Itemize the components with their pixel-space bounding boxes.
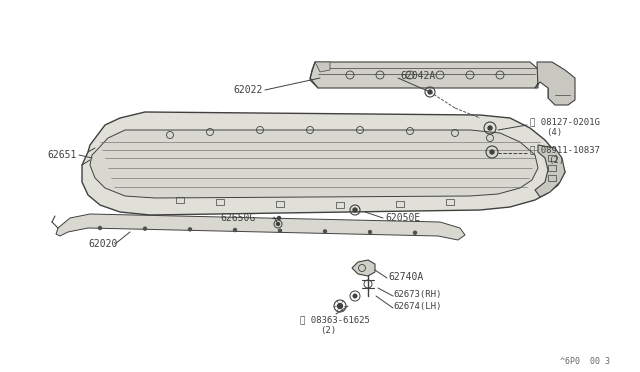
- Text: 62042A: 62042A: [400, 71, 435, 81]
- Polygon shape: [535, 145, 565, 197]
- Polygon shape: [352, 260, 375, 276]
- Text: 62674(LH): 62674(LH): [393, 301, 442, 311]
- Text: Ⓝ 08911-10837: Ⓝ 08911-10837: [530, 145, 600, 154]
- Polygon shape: [310, 62, 545, 88]
- Circle shape: [276, 222, 280, 225]
- Circle shape: [353, 294, 357, 298]
- Circle shape: [189, 228, 191, 231]
- Circle shape: [143, 227, 147, 230]
- Text: 62740A: 62740A: [388, 272, 423, 282]
- Circle shape: [323, 230, 326, 233]
- Circle shape: [369, 231, 371, 234]
- Circle shape: [488, 126, 492, 130]
- Circle shape: [337, 304, 342, 308]
- Polygon shape: [56, 214, 465, 240]
- Circle shape: [413, 231, 417, 234]
- Circle shape: [278, 229, 282, 232]
- Text: Ⓑ 08127-0201G: Ⓑ 08127-0201G: [530, 118, 600, 126]
- Text: 62020: 62020: [88, 239, 117, 249]
- Text: ^6P0  00 3: ^6P0 00 3: [560, 357, 610, 366]
- Polygon shape: [535, 62, 575, 105]
- Text: 62050E: 62050E: [385, 213, 420, 223]
- Text: (2): (2): [548, 155, 564, 164]
- Text: (4): (4): [546, 128, 562, 137]
- Circle shape: [490, 150, 494, 154]
- Circle shape: [278, 217, 280, 219]
- Text: 62651: 62651: [47, 150, 77, 160]
- Text: Ⓢ 08363-61625: Ⓢ 08363-61625: [300, 315, 370, 324]
- Polygon shape: [82, 112, 565, 215]
- Text: 62650G: 62650G: [220, 213, 255, 223]
- Polygon shape: [315, 62, 330, 72]
- Text: 62673(RH): 62673(RH): [393, 289, 442, 298]
- Circle shape: [353, 208, 357, 212]
- Circle shape: [234, 228, 237, 231]
- Polygon shape: [90, 130, 538, 198]
- Text: (2): (2): [320, 326, 336, 334]
- Circle shape: [99, 227, 102, 230]
- Circle shape: [428, 90, 432, 94]
- Text: 62022: 62022: [234, 85, 263, 95]
